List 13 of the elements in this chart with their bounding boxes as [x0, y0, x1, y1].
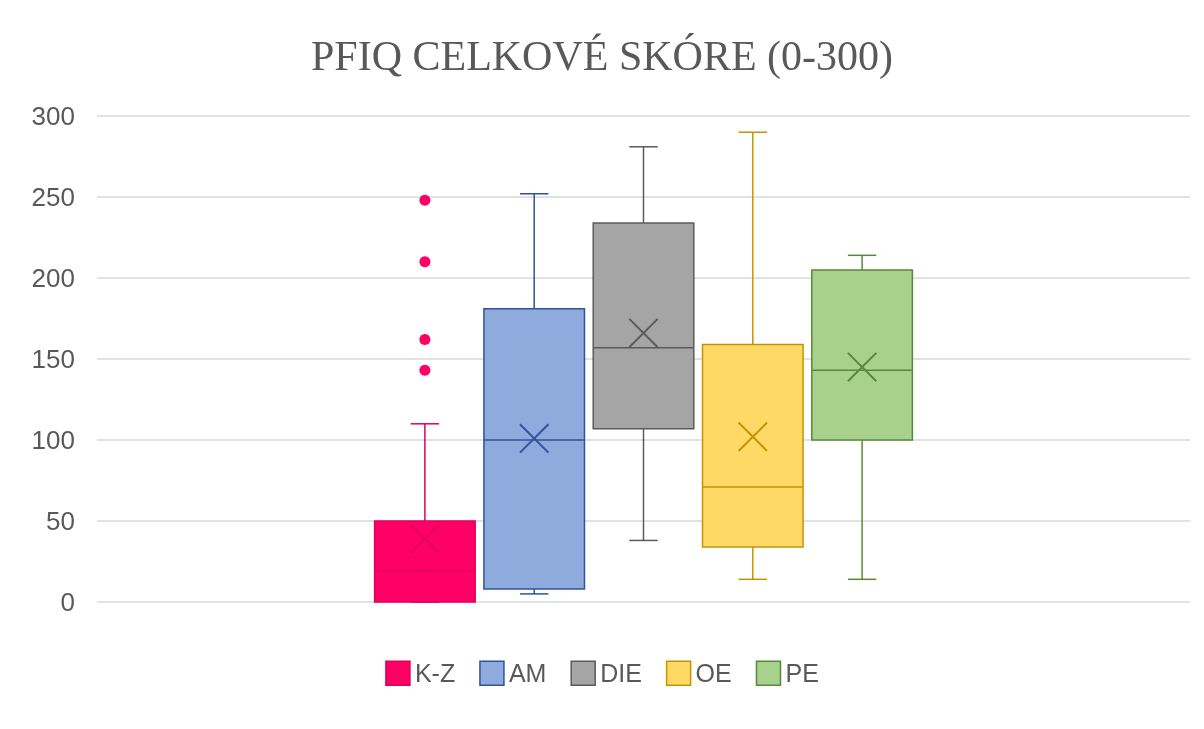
y-tick-label: 300: [31, 101, 75, 131]
chart-title: PFIQ CELKOVÉ SKÓRE (0-300): [310, 33, 894, 80]
y-tick-label: 0: [60, 587, 75, 617]
y-tick-label: 250: [31, 182, 75, 212]
legend-label: AM: [508, 659, 547, 688]
y-tick-label: 200: [31, 263, 75, 293]
y-tick-label: 50: [46, 506, 75, 536]
y-tick-label: 100: [31, 425, 75, 455]
legend-label: OE: [695, 659, 732, 688]
legend-label: DIE: [600, 659, 642, 688]
legend-label: PE: [785, 659, 819, 688]
legend-label: K-Z: [414, 659, 456, 688]
y-tick-label: 150: [31, 344, 75, 374]
